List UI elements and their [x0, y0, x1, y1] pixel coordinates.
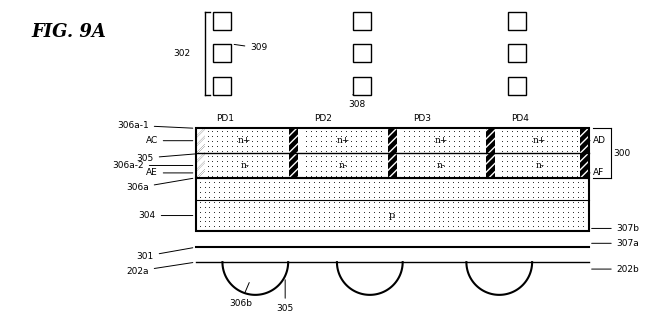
Text: AF: AF [589, 168, 604, 177]
Bar [388, 153, 396, 178]
Bar [289, 153, 298, 178]
Text: 306a: 306a [126, 178, 193, 192]
Text: FIG. 9A: FIG. 9A [31, 23, 106, 41]
Bar [196, 178, 589, 231]
Bar [508, 12, 526, 30]
Bar [388, 128, 396, 153]
Text: 305: 305 [276, 280, 294, 313]
Text: 202b: 202b [592, 265, 640, 274]
Bar [486, 128, 495, 153]
Bar [289, 128, 298, 153]
Text: n+: n+ [238, 136, 252, 145]
Text: n+: n+ [336, 136, 350, 145]
Bar [196, 153, 205, 178]
Bar [196, 128, 589, 178]
Bar [213, 44, 231, 62]
Bar [499, 153, 580, 178]
Bar [499, 128, 580, 153]
Bar [353, 44, 370, 62]
Bar [580, 153, 589, 178]
Text: n-: n- [240, 161, 249, 170]
Bar [196, 153, 205, 178]
Text: 306a-2: 306a-2 [112, 161, 193, 170]
Bar [196, 128, 205, 153]
Text: 302: 302 [174, 49, 190, 58]
Bar [401, 153, 482, 178]
Text: 309: 309 [234, 44, 268, 52]
Text: 307b: 307b [592, 224, 640, 233]
Bar [580, 128, 589, 153]
Text: 304: 304 [138, 211, 193, 220]
Bar [303, 153, 384, 178]
Bar [508, 77, 526, 95]
Text: 305: 305 [136, 153, 203, 162]
Bar [353, 12, 370, 30]
Bar [388, 153, 396, 178]
Text: n-: n- [437, 161, 446, 170]
Text: 306a-1: 306a-1 [117, 121, 193, 130]
Text: AD: AD [589, 136, 606, 145]
Bar [486, 153, 495, 178]
Bar [580, 128, 589, 153]
Bar [196, 153, 205, 178]
Text: AE: AE [146, 168, 193, 177]
Bar [213, 12, 231, 30]
Bar [196, 153, 589, 178]
Text: 300: 300 [614, 149, 631, 158]
Text: PD2: PD2 [315, 114, 332, 124]
Bar [353, 77, 370, 95]
Bar [303, 128, 384, 153]
Text: AC: AC [146, 136, 193, 145]
Bar [213, 77, 231, 95]
Bar [580, 153, 589, 178]
Bar [486, 128, 495, 153]
Text: 308: 308 [348, 95, 365, 110]
Bar [205, 128, 285, 153]
Text: n+: n+ [533, 136, 547, 145]
Bar [486, 153, 495, 178]
Text: 307a: 307a [592, 239, 640, 248]
Bar [508, 44, 526, 62]
Text: n-: n- [535, 161, 544, 170]
Text: PD1: PD1 [216, 114, 234, 124]
Bar [205, 153, 285, 178]
Text: n+: n+ [435, 136, 448, 145]
Text: n-: n- [339, 161, 348, 170]
Bar [289, 153, 298, 178]
Bar [196, 128, 205, 153]
Bar [196, 128, 205, 153]
Bar [196, 128, 589, 153]
Text: 202a: 202a [126, 263, 193, 276]
Text: PD3: PD3 [413, 114, 431, 124]
Bar [401, 128, 482, 153]
Text: 306b: 306b [229, 282, 252, 308]
Text: p: p [389, 211, 395, 220]
Text: 301: 301 [136, 248, 193, 261]
Text: PD4: PD4 [511, 114, 529, 124]
Bar [289, 128, 298, 153]
Bar [388, 128, 396, 153]
